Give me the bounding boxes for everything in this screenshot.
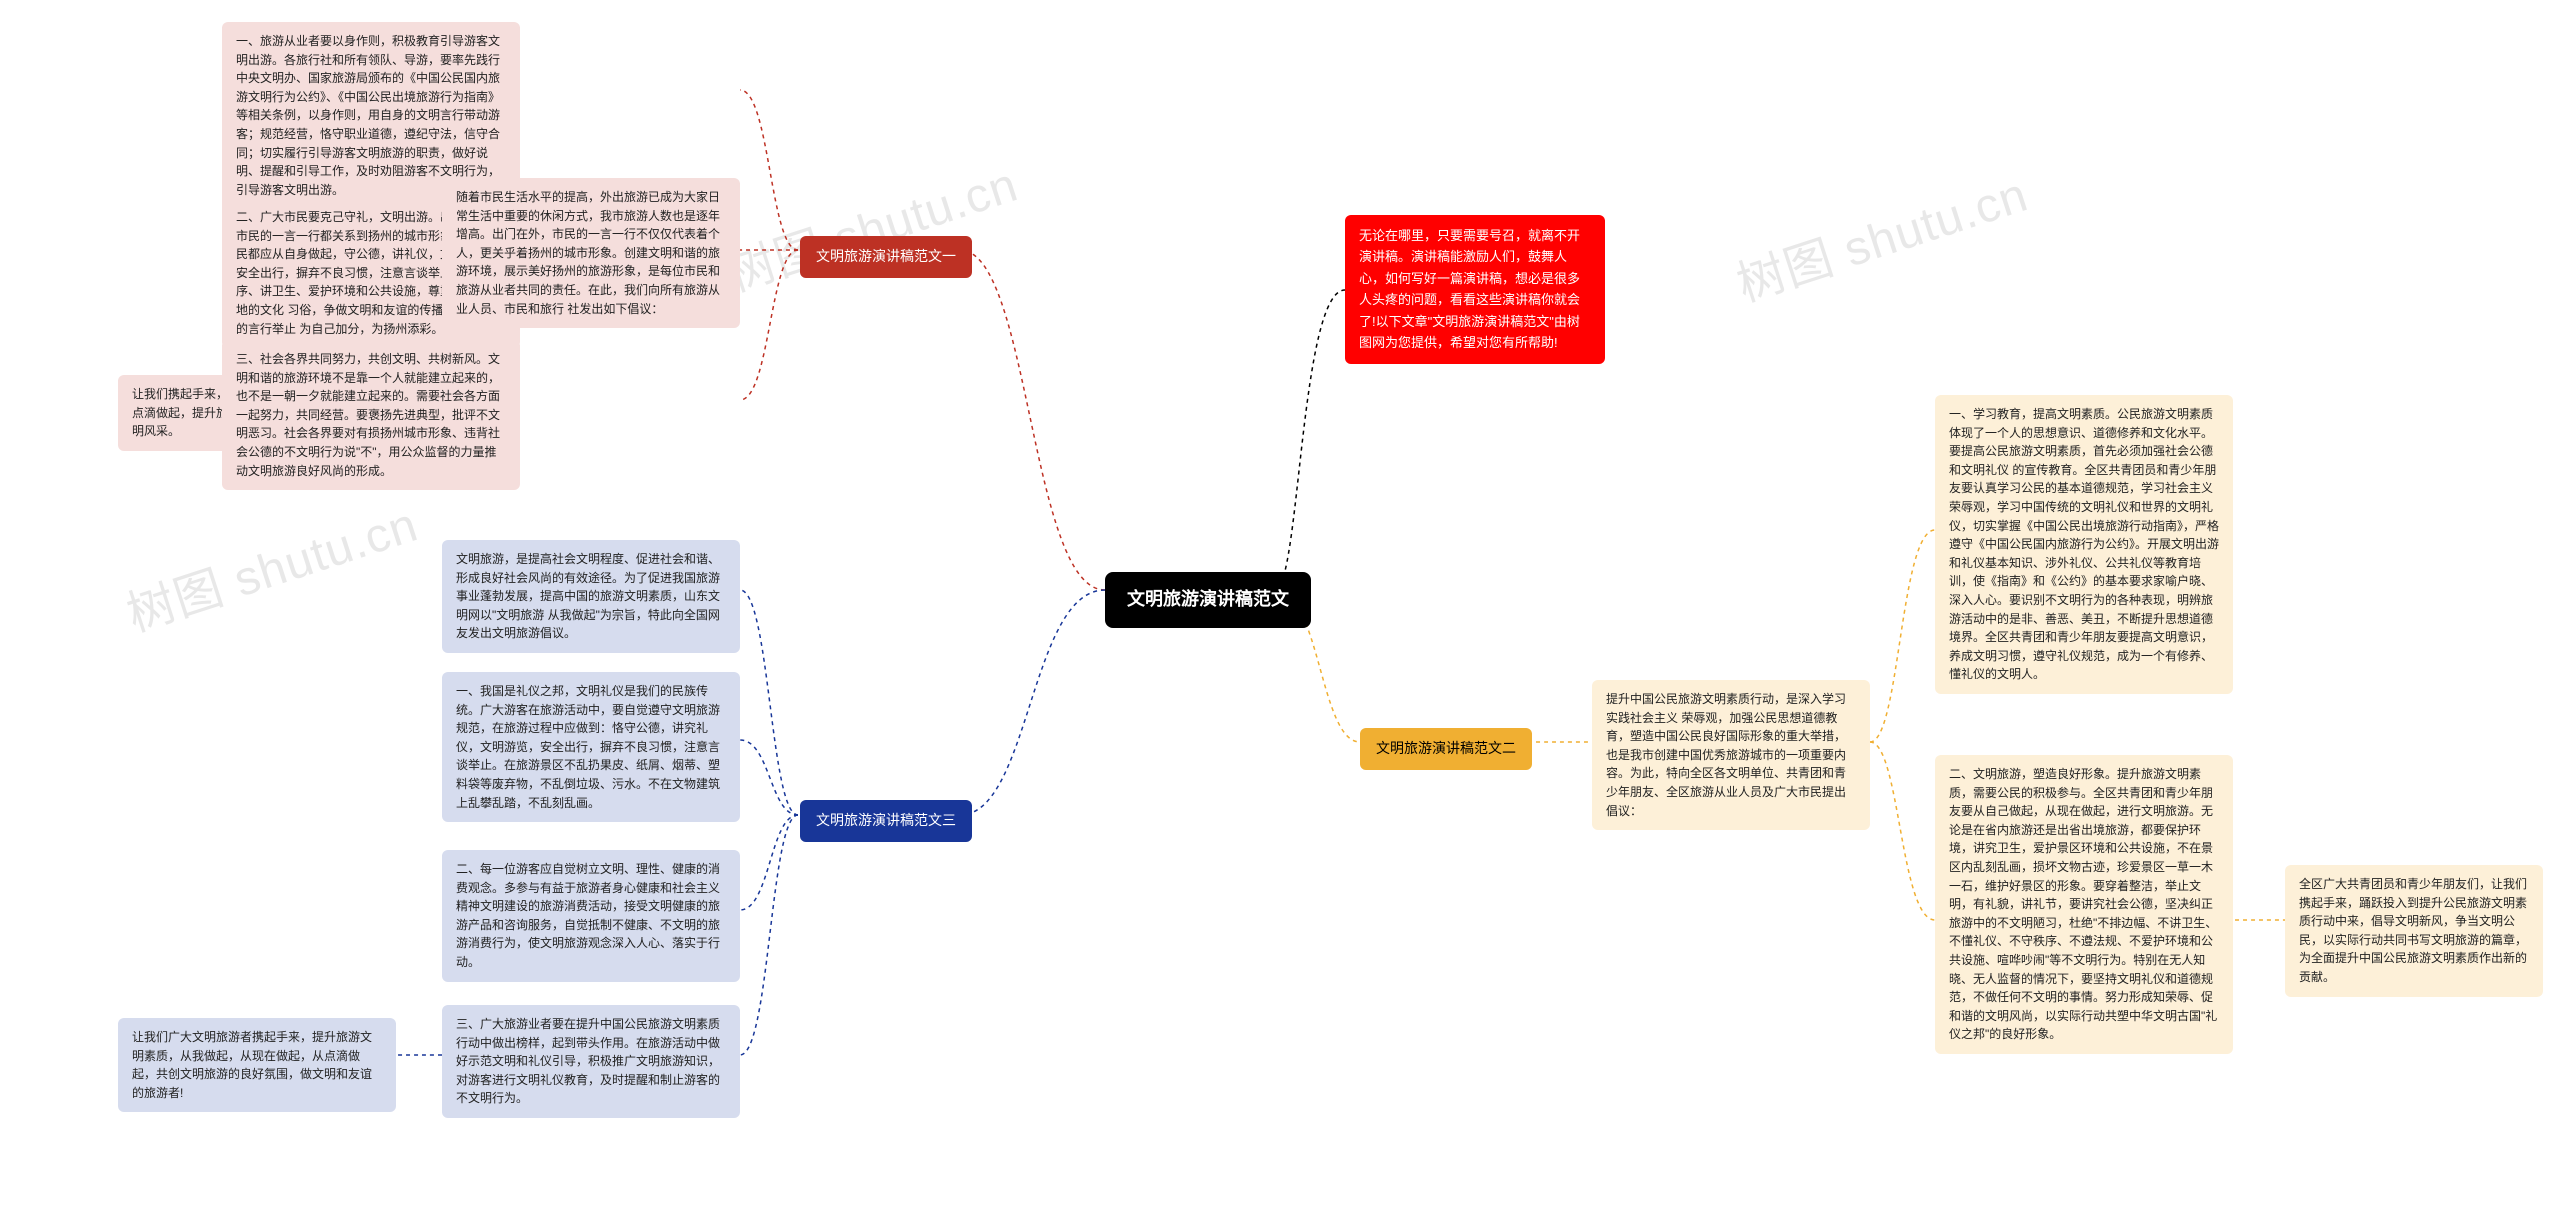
root-node: 文明旅游演讲稿范文 xyxy=(1105,572,1311,628)
branch-3: 文明旅游演讲稿范文三 xyxy=(800,800,972,842)
n-b3-t: 让我们广大文明旅游者携起手来，提升旅游文明素质，从我做起，从现在做起，从点滴做起… xyxy=(118,1018,396,1112)
watermark: 树图 shutu.cn xyxy=(717,145,1026,305)
n-b2-1: 一、学习教育，提高文明素质。公民旅游文明素质体现了一个人的思想意识、道德修养和文… xyxy=(1935,395,2233,694)
n-b2-t: 全区广大共青团员和青少年朋友们，让我们携起手来，踊跃投入到提升公民旅游文明素质行… xyxy=(2285,865,2543,997)
n-b3-2: 二、每一位游客应自觉树立文明、理性、健康的消费观念。多参与有益于旅游者身心健康和… xyxy=(442,850,740,982)
n-b2-0: 提升中国公民旅游文明素质行动，是深入学习实践社会主义 荣辱观，加强公民思想道德教… xyxy=(1592,680,1870,830)
n-b3-3: 三、广大旅游业者要在提升中国公民旅游文明素质行动中做出榜样，起到带头作用。在旅游… xyxy=(442,1005,740,1118)
x-b1-3: 三、社会各界共同努力，共创文明、共树新风。文明和谐的旅游环境不是靠一个人就能建立… xyxy=(222,340,520,490)
n-b3-0: 文明旅游，是提高社会文明程度、促进社会和谐、形成良好社会风尚的有效途径。为了促进… xyxy=(442,540,740,653)
intro-node: 无论在哪里，只要需要号召，就离不开演讲稿。演讲稿能激励人们，鼓舞人心，如何写好一… xyxy=(1345,215,1605,364)
x-b1-0: 随着市民生活水平的提高，外出旅游已成为大家日常生活中重要的休闲方式，我市旅游人数… xyxy=(442,178,740,328)
n-b3-1: 一、我国是礼仪之邦，文明礼仪是我们的民族传统。广大游客在旅游活动中，要自觉遵守文… xyxy=(442,672,740,822)
n-b2-2: 二、文明旅游，塑造良好形象。提升旅游文明素质，需要公民的积极参与。全区共青团和青… xyxy=(1935,755,2233,1054)
branch-2: 文明旅游演讲稿范文二 xyxy=(1360,728,1532,770)
watermark: 树图 shutu.cn xyxy=(117,485,426,645)
branch-1: 文明旅游演讲稿范文一 xyxy=(800,236,972,278)
watermark: 树图 shutu.cn xyxy=(1727,155,2036,315)
